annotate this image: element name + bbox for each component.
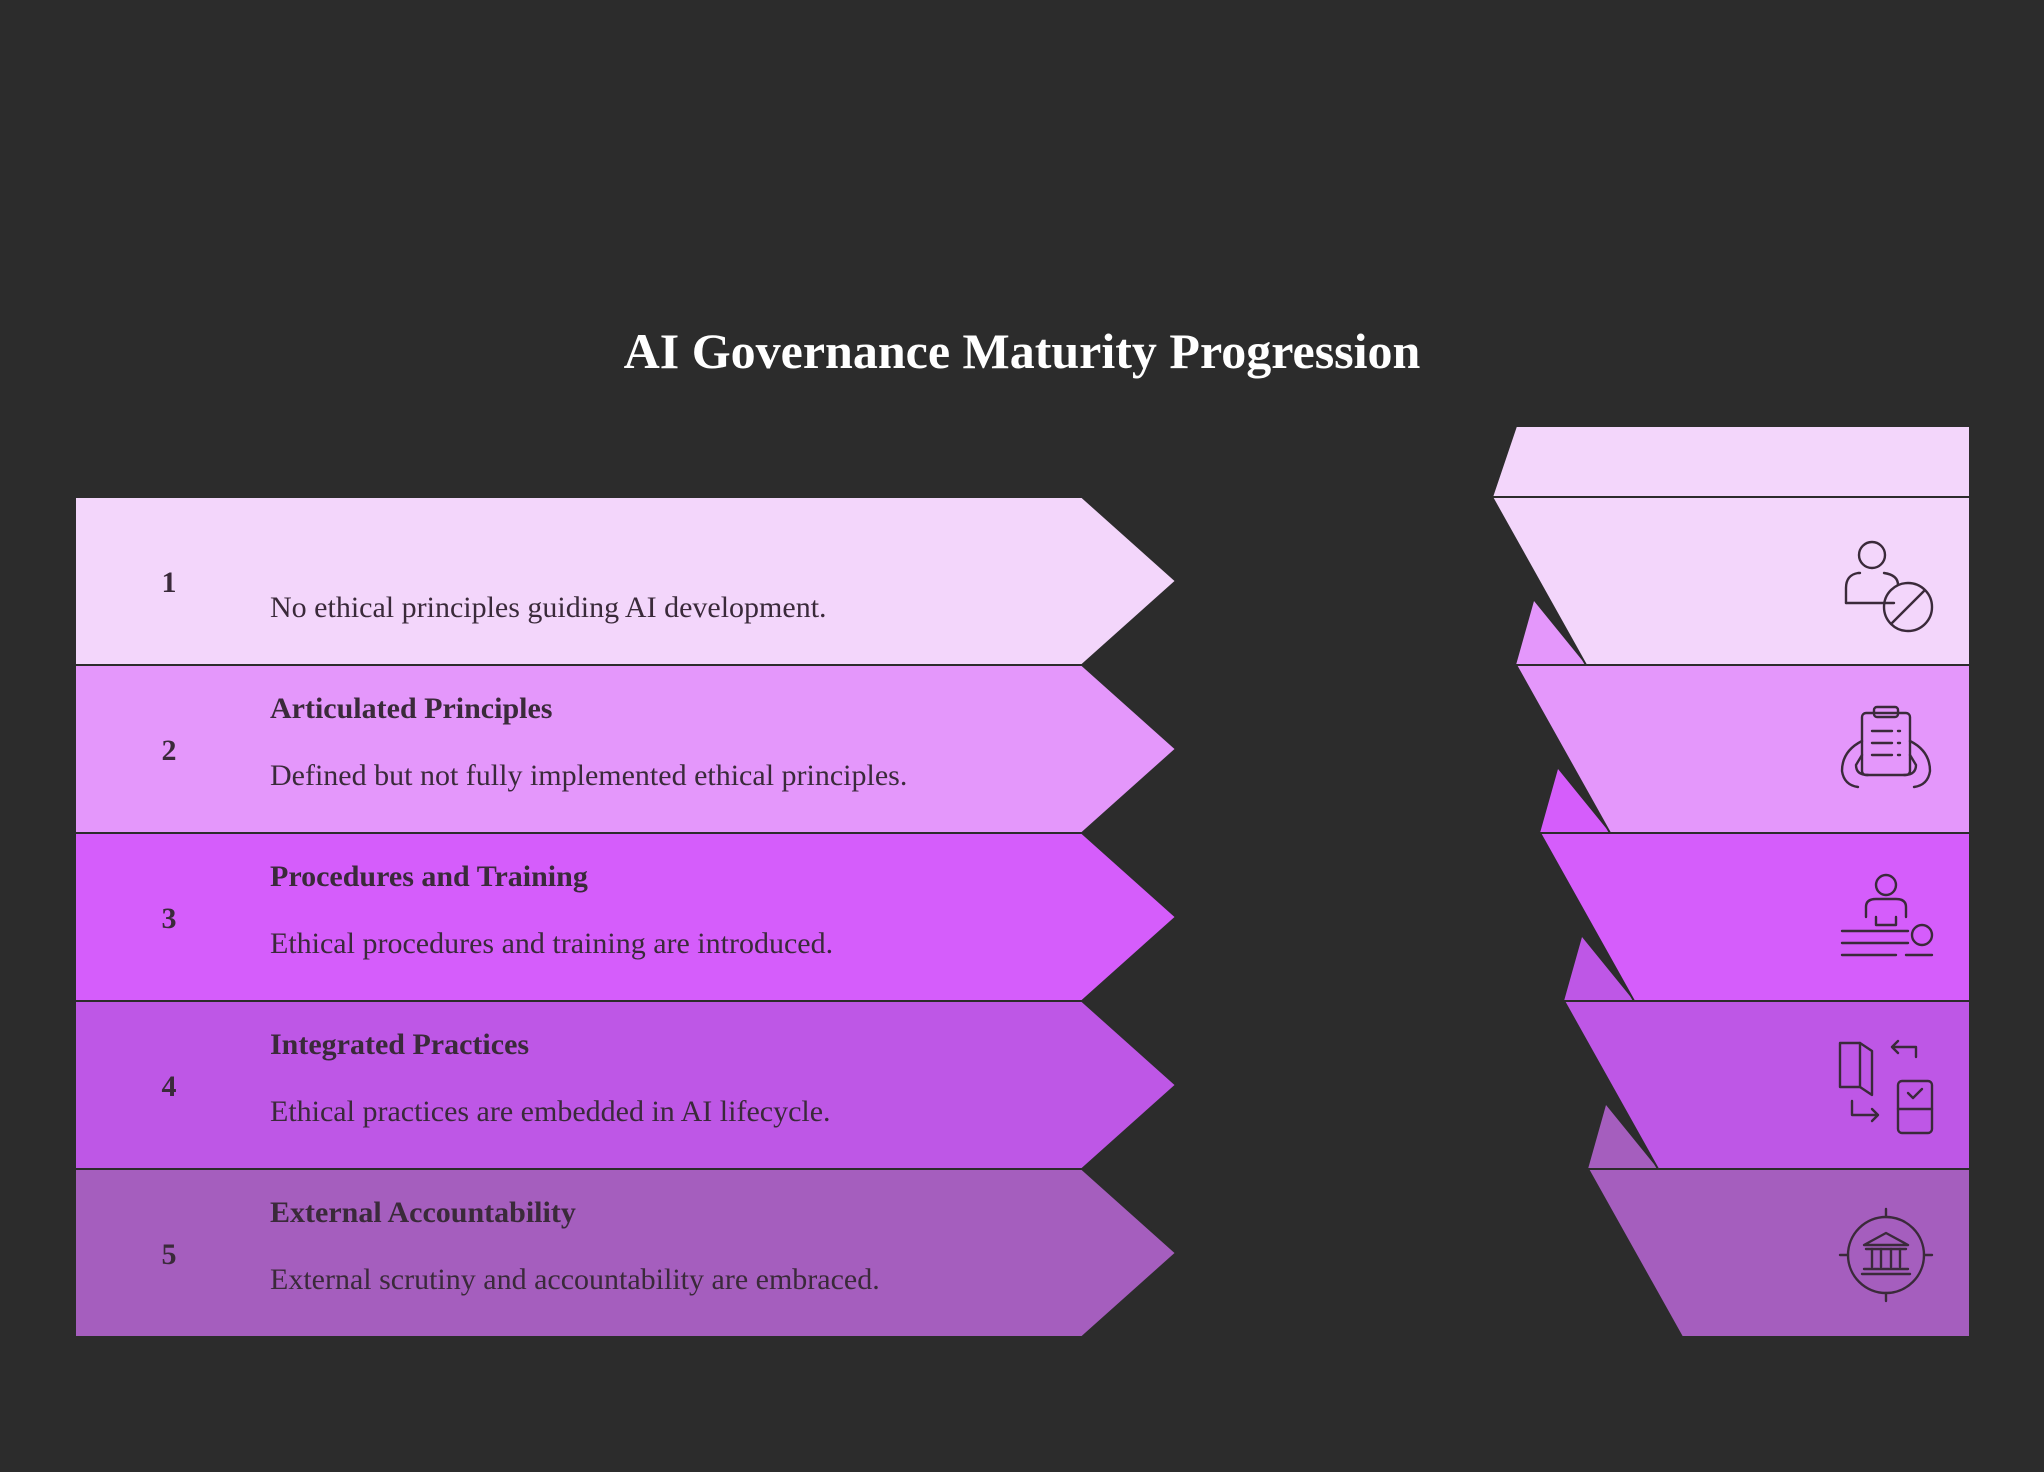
stage-bands: 1 No ethical principles guiding AI develo… [74, 496, 1178, 1338]
diagram-title: AI Governance Maturity Progression [624, 323, 1421, 379]
person-blocked-icon [1844, 540, 1934, 633]
ribbon-fold [1540, 769, 1610, 833]
stage-heading: Integrated Practices [270, 1028, 529, 1061]
institution-target-icon [1838, 1207, 1934, 1303]
stage-band [74, 1000, 1178, 1170]
clipboard-in-hands-icon [1840, 705, 1932, 789]
stage-number: 1 [162, 566, 177, 599]
stage-description: External scrutiny and accountability are… [270, 1263, 880, 1296]
ribbon-top-cap [1490, 425, 1971, 498]
stage-band [74, 1168, 1178, 1338]
stage-band [74, 496, 1178, 666]
stage-heading: External Accountability [270, 1196, 576, 1229]
stage-4: 4 Integrated Practices Ethical practices a… [74, 1000, 1178, 1170]
stage-5: 5 External Accountability External scrutin… [74, 1168, 1178, 1338]
stage-number: 5 [162, 1238, 177, 1271]
stage-number: 4 [162, 1070, 177, 1103]
trainer-training-icon [1840, 873, 1934, 957]
ribbon-fold [1516, 601, 1586, 665]
door-phone-exchange-icon [1838, 1039, 1934, 1135]
stage-3: 3 Procedures and Training Ethical procedur… [74, 832, 1178, 1002]
stage-description: Defined but not fully implemented ethica… [270, 759, 907, 792]
ribbon-fold [1588, 1105, 1658, 1169]
stage-description: Ethical procedures and training are intr… [270, 927, 833, 960]
stage-1: 1 No ethical principles guiding AI develo… [74, 496, 1178, 666]
stage-description: Ethical practices are embedded in AI lif… [270, 1095, 831, 1128]
stage-band [74, 832, 1178, 1002]
stage-heading: Procedures and Training [270, 860, 588, 893]
stage-ribbon [1490, 425, 1971, 1338]
stage-number: 2 [162, 734, 177, 767]
stage-description: No ethical principles guiding AI develop… [270, 591, 827, 624]
ribbon-segment [1586, 1168, 1971, 1338]
stage-band [74, 664, 1178, 834]
ribbon-fold [1564, 937, 1634, 1001]
stage-2: 2 Articulated Principles Defined but not f… [74, 664, 1178, 834]
stage-number: 3 [162, 902, 177, 935]
stage-heading: Articulated Principles [270, 692, 552, 725]
